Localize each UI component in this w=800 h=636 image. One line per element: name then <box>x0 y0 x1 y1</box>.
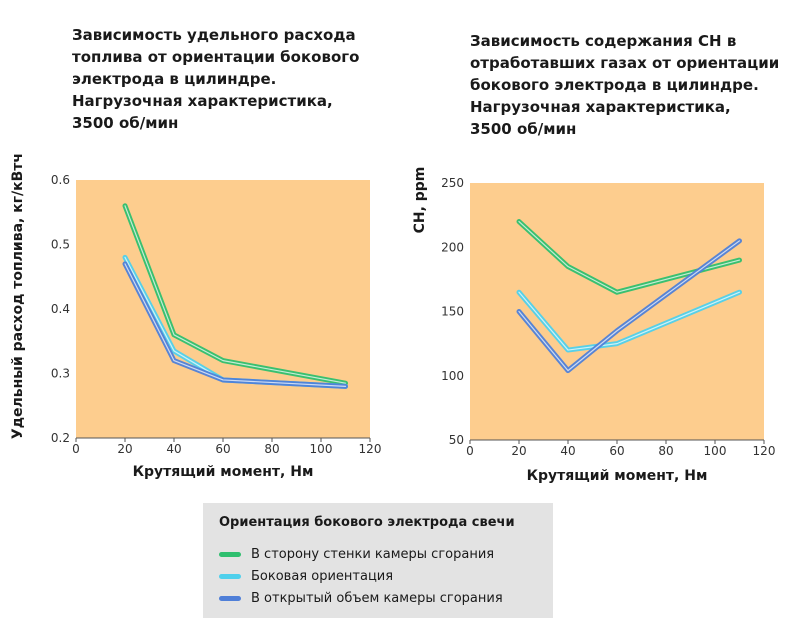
chart1-x-tick-label: 80 <box>264 442 279 456</box>
chart2-x-axis-label: Крутящий момент, Нм <box>527 468 708 484</box>
chart1-x-tick-label: 100 <box>310 442 333 456</box>
chart1-series-wall-highlight <box>124 205 347 384</box>
chart2-plot-area <box>470 183 764 440</box>
chart2-x-tick-label: 40 <box>560 444 575 458</box>
chart1-y-tick-label: 0.2 <box>51 431 70 445</box>
chart2-y-tick-label: 150 <box>441 305 464 319</box>
chart2-x-tick-label: 20 <box>511 444 526 458</box>
chart2-y-tick-label: 50 <box>449 433 464 447</box>
chart1-y-tick-label: 0.3 <box>51 367 70 381</box>
legend-label-side: Боковая ориентация <box>251 569 394 584</box>
chart2-x-tick-label: 80 <box>658 444 673 458</box>
chart1-y-tick-label: 0.6 <box>51 173 70 187</box>
charts-svg: 0 20 40 60 80 100 120 0.2 0.3 0.4 0.5 0.6 Крутящий м… <box>10 153 776 484</box>
chart1-y-tick-label: 0.4 <box>51 302 70 316</box>
legend-item-wall: В сторону стенки камеры сгорания <box>219 547 494 562</box>
chart2-x-tick-label: 120 <box>753 444 776 458</box>
chart1-y-tick-label: 0.5 <box>51 238 70 252</box>
chart2-x-tick-label: 100 <box>704 444 727 458</box>
chart1-x-tick-label: 120 <box>359 442 382 456</box>
chart1-x-axis-label: Крутящий момент, Нм <box>133 464 314 480</box>
chart2-title: Зависимость содержания СН в отработавших… <box>470 32 780 138</box>
chart2-y-tick-label: 100 <box>441 369 464 383</box>
chart1-x-tick-label: 60 <box>215 442 230 456</box>
chart2-x-tick-label: 0 <box>466 444 474 458</box>
legend-title: Ориентация бокового электрода свечи <box>219 515 515 530</box>
chart2-y-axis-label: CH, ppm <box>412 167 428 234</box>
legend-swatch-cyan <box>219 574 241 579</box>
chart1-x-tick-label: 0 <box>72 442 80 456</box>
chart2-y-tick-label: 200 <box>441 240 464 254</box>
legend-label-open: В открытый объем камеры сгорания <box>251 591 503 606</box>
chart1-y-axis-label: Удельный расход топлива, кг/кВтч <box>10 153 26 439</box>
chart2-series-side-highlight <box>518 291 741 351</box>
legend: Ориентация бокового электрода свечи В ст… <box>203 503 553 618</box>
legend-item-side: Боковая ориентация <box>219 569 393 584</box>
chart2-series-open-highlight <box>518 240 741 372</box>
chart1-title: Зависимость удельного расхода топлива от… <box>72 26 360 132</box>
legend-label-wall: В сторону стенки камеры сгорания <box>251 547 495 562</box>
chart1-plot-area <box>76 180 370 438</box>
chart2-series-wall-highlight <box>518 220 741 293</box>
chart1-series-open-highlight <box>124 263 347 387</box>
legend-swatch-green <box>219 552 241 557</box>
chart1-x-tick-label: 20 <box>117 442 132 456</box>
legend-item-open: В открытый объем камеры сгорания <box>219 591 503 606</box>
chart2-y-tick-label: 250 <box>441 176 464 190</box>
legend-swatch-blue <box>219 596 241 601</box>
chart1-x-tick-label: 40 <box>166 442 181 456</box>
chart2-x-tick-label: 60 <box>609 444 624 458</box>
